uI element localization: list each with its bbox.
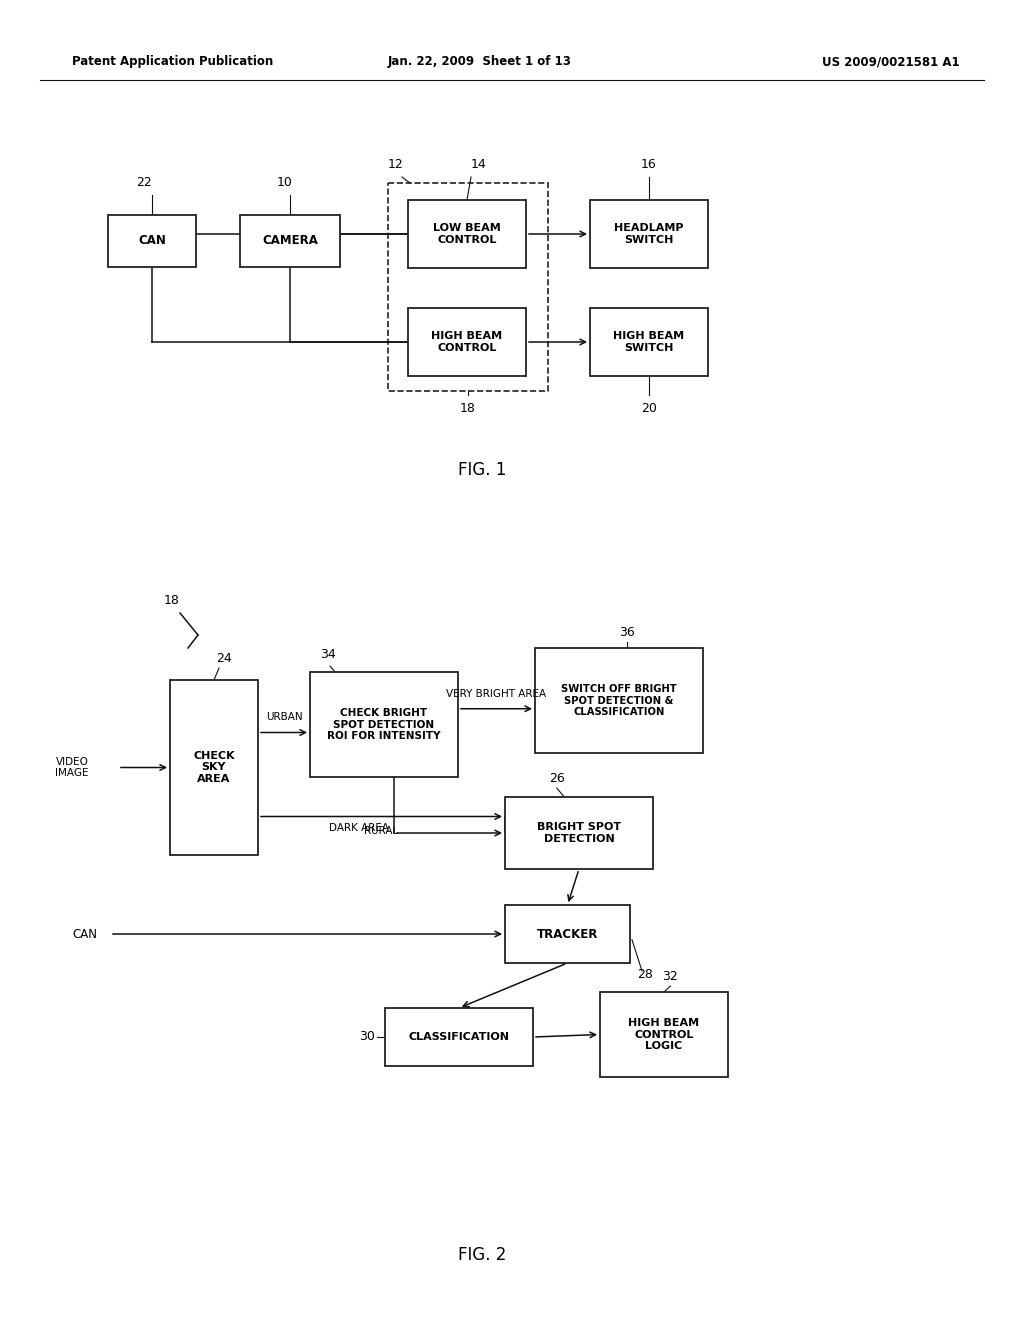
- Text: 22: 22: [136, 177, 152, 190]
- Text: SWITCH OFF BRIGHT
SPOT DETECTION &
CLASSIFICATION: SWITCH OFF BRIGHT SPOT DETECTION & CLASS…: [561, 684, 677, 717]
- Text: 16: 16: [641, 158, 656, 172]
- Bar: [108, 215, 196, 267]
- Text: LOW BEAM
CONTROL: LOW BEAM CONTROL: [433, 223, 501, 244]
- Bar: [385, 1008, 534, 1067]
- Text: 18: 18: [460, 401, 476, 414]
- Text: BRIGHT SPOT
DETECTION: BRIGHT SPOT DETECTION: [537, 822, 622, 843]
- Text: 10: 10: [278, 177, 293, 190]
- Text: CHECK
SKY
AREA: CHECK SKY AREA: [194, 751, 234, 784]
- Text: Jan. 22, 2009  Sheet 1 of 13: Jan. 22, 2009 Sheet 1 of 13: [388, 55, 572, 69]
- Text: 30: 30: [359, 1031, 375, 1044]
- Text: DARK AREA: DARK AREA: [329, 822, 389, 833]
- Text: 24: 24: [216, 652, 231, 664]
- Bar: [505, 797, 653, 869]
- Text: CLASSIFICATION: CLASSIFICATION: [409, 1032, 510, 1041]
- Text: CHECK BRIGHT
SPOT DETECTION
ROI FOR INTENSITY: CHECK BRIGHT SPOT DETECTION ROI FOR INTE…: [328, 708, 440, 741]
- Text: 36: 36: [620, 626, 635, 639]
- Text: US 2009/0021581 A1: US 2009/0021581 A1: [822, 55, 961, 69]
- Text: 26: 26: [549, 771, 564, 784]
- Bar: [590, 201, 708, 268]
- Text: CAN: CAN: [138, 235, 166, 248]
- Text: TRACKER: TRACKER: [537, 928, 598, 940]
- Text: VERY BRIGHT AREA: VERY BRIGHT AREA: [446, 689, 547, 698]
- Bar: [505, 906, 630, 964]
- Text: CAN: CAN: [72, 928, 97, 940]
- Bar: [590, 308, 708, 376]
- Text: 34: 34: [321, 648, 336, 661]
- Text: 32: 32: [663, 969, 678, 982]
- Bar: [408, 201, 526, 268]
- Bar: [388, 183, 548, 391]
- Text: FIG. 2: FIG. 2: [458, 1246, 506, 1265]
- Text: 20: 20: [641, 401, 657, 414]
- Text: 12: 12: [388, 158, 403, 172]
- Text: HIGH BEAM
CONTROL
LOGIC: HIGH BEAM CONTROL LOGIC: [629, 1018, 699, 1051]
- Bar: [600, 993, 728, 1077]
- Text: HIGH BEAM
CONTROL: HIGH BEAM CONTROL: [431, 331, 503, 352]
- Text: HEADLAMP
SWITCH: HEADLAMP SWITCH: [614, 223, 684, 244]
- Text: URBAN: URBAN: [265, 713, 302, 722]
- Bar: [170, 680, 258, 855]
- Bar: [310, 672, 458, 777]
- Bar: [240, 215, 340, 267]
- Text: 28: 28: [637, 969, 653, 982]
- Text: 14: 14: [471, 158, 486, 172]
- Text: Patent Application Publication: Patent Application Publication: [72, 55, 273, 69]
- Bar: [408, 308, 526, 376]
- Bar: [535, 648, 703, 752]
- Text: 18: 18: [164, 594, 180, 606]
- Text: CAMERA: CAMERA: [262, 235, 317, 248]
- Text: HIGH BEAM
SWITCH: HIGH BEAM SWITCH: [613, 331, 685, 352]
- Text: FIG. 1: FIG. 1: [458, 461, 506, 479]
- Text: RURAL: RURAL: [365, 826, 398, 837]
- Text: VIDEO
IMAGE: VIDEO IMAGE: [55, 756, 89, 779]
